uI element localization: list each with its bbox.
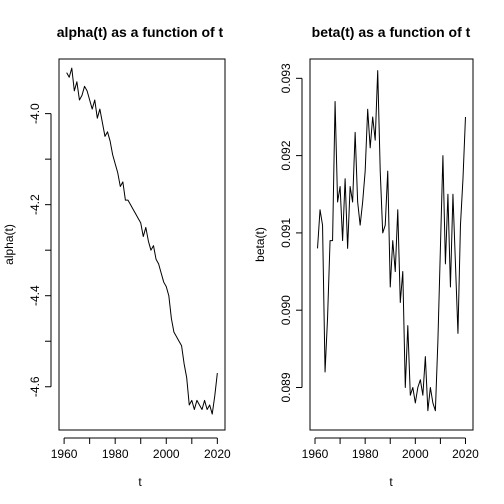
alpha-y-axis-label: alpha(t) [2, 224, 16, 265]
alpha-x-tick-label: 2020 [204, 447, 231, 461]
beta-y-axis-label: beta(t) [253, 227, 267, 262]
alpha-x-tick-label: 1980 [102, 447, 129, 461]
beta-y-tick-label: 0.092 [279, 140, 293, 170]
beta-y-tick-label: 0.089 [279, 372, 293, 402]
beta-y-tick-label: 0.093 [279, 63, 293, 93]
alpha-chart-title: alpha(t) as a function of t [57, 24, 224, 40]
beta-series-polyline [317, 70, 466, 412]
alpha-y-axis: -4.6 -4.4 -4.2 -4.0 [28, 103, 52, 397]
beta-panel: beta(t) as a function of t 1960 1980 2000 2… [253, 24, 479, 489]
alpha-panel: alpha(t) as a function of t 1960 1980 2000… [2, 24, 231, 489]
beta-x-tick-label: 1980 [352, 447, 379, 461]
beta-x-tick-label: 2020 [452, 447, 479, 461]
alpha-series-line [66, 67, 218, 415]
beta-y-axis: 0.089 0.090 0.091 0.092 0.093 [279, 63, 303, 403]
alpha-x-axis-label: t [138, 475, 142, 489]
beta-chart-title: beta(t) as a function of t [312, 24, 471, 40]
alpha-series-polyline [66, 67, 218, 415]
beta-series-line [317, 70, 466, 412]
beta-y-tick-label: 0.090 [279, 295, 293, 325]
alpha-x-tick-label: 1960 [51, 447, 78, 461]
beta-y-tick-label: 0.091 [279, 218, 293, 248]
beta-x-axis-label: t [389, 475, 393, 489]
beta-x-axis: 1960 1980 2000 2020 [302, 437, 479, 461]
alpha-y-tick-label: -4.0 [28, 103, 42, 124]
beta-plot-frame [309, 58, 474, 431]
alpha-x-tick-label: 2000 [153, 447, 180, 461]
alpha-y-tick-label: -4.6 [28, 376, 42, 397]
beta-x-tick-label: 1960 [302, 447, 329, 461]
beta-x-tick-label: 2000 [402, 447, 429, 461]
alpha-y-tick-label: -4.4 [28, 285, 42, 306]
alpha-plot-frame [58, 58, 226, 431]
alpha-x-axis: 1960 1980 2000 2020 [51, 437, 231, 461]
alpha-y-tick-label: -4.2 [28, 194, 42, 215]
